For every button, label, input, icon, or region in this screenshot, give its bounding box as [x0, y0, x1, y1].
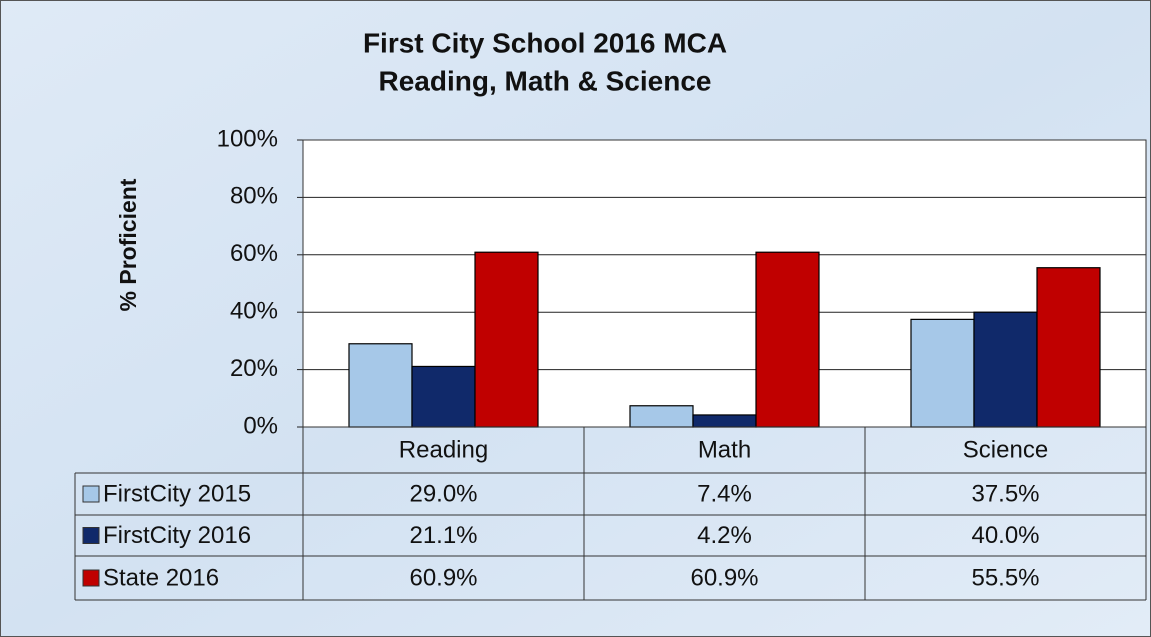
y-tick-label: 0%	[243, 412, 278, 439]
legend-swatch	[82, 527, 100, 544]
bar	[692, 414, 757, 428]
bar	[755, 251, 820, 428]
bar	[411, 365, 476, 428]
table-value: 21.1%	[409, 522, 477, 549]
y-tick-label: 20%	[230, 355, 278, 382]
x-tick-label: Math	[698, 436, 751, 463]
table-value: 60.9%	[409, 564, 477, 591]
chart-subtitle: Reading, Math & Science	[379, 65, 712, 96]
table-value: 29.0%	[409, 480, 477, 507]
table-value: 4.2%	[697, 522, 752, 549]
legend-swatch	[82, 569, 100, 587]
bar	[629, 405, 694, 428]
y-tick-label: 100%	[217, 125, 278, 152]
chart-title: First City School 2016 MCA	[363, 27, 727, 58]
bar	[910, 318, 975, 428]
table-value: 55.5%	[971, 564, 1039, 591]
y-tick-label: 80%	[230, 183, 278, 210]
bar	[474, 251, 539, 428]
table-value: 37.5%	[971, 480, 1039, 507]
x-tick-label: Reading	[399, 436, 488, 463]
x-tick-label: Science	[963, 436, 1048, 463]
table-value: 60.9%	[690, 564, 758, 591]
bar	[973, 311, 1038, 428]
table-value: 40.0%	[971, 522, 1039, 549]
y-tick-label: 40%	[230, 298, 278, 325]
bar	[348, 343, 413, 428]
y-tick-label: 60%	[230, 240, 278, 267]
legend-label: FirstCity 2016	[103, 522, 251, 549]
legend-label: FirstCity 2015	[103, 480, 251, 507]
legend-swatch	[82, 485, 100, 503]
y-axis-label: % Proficient	[115, 178, 141, 311]
legend-label: State 2016	[103, 564, 219, 591]
table-value: 7.4%	[697, 480, 752, 507]
bar	[1036, 267, 1101, 428]
